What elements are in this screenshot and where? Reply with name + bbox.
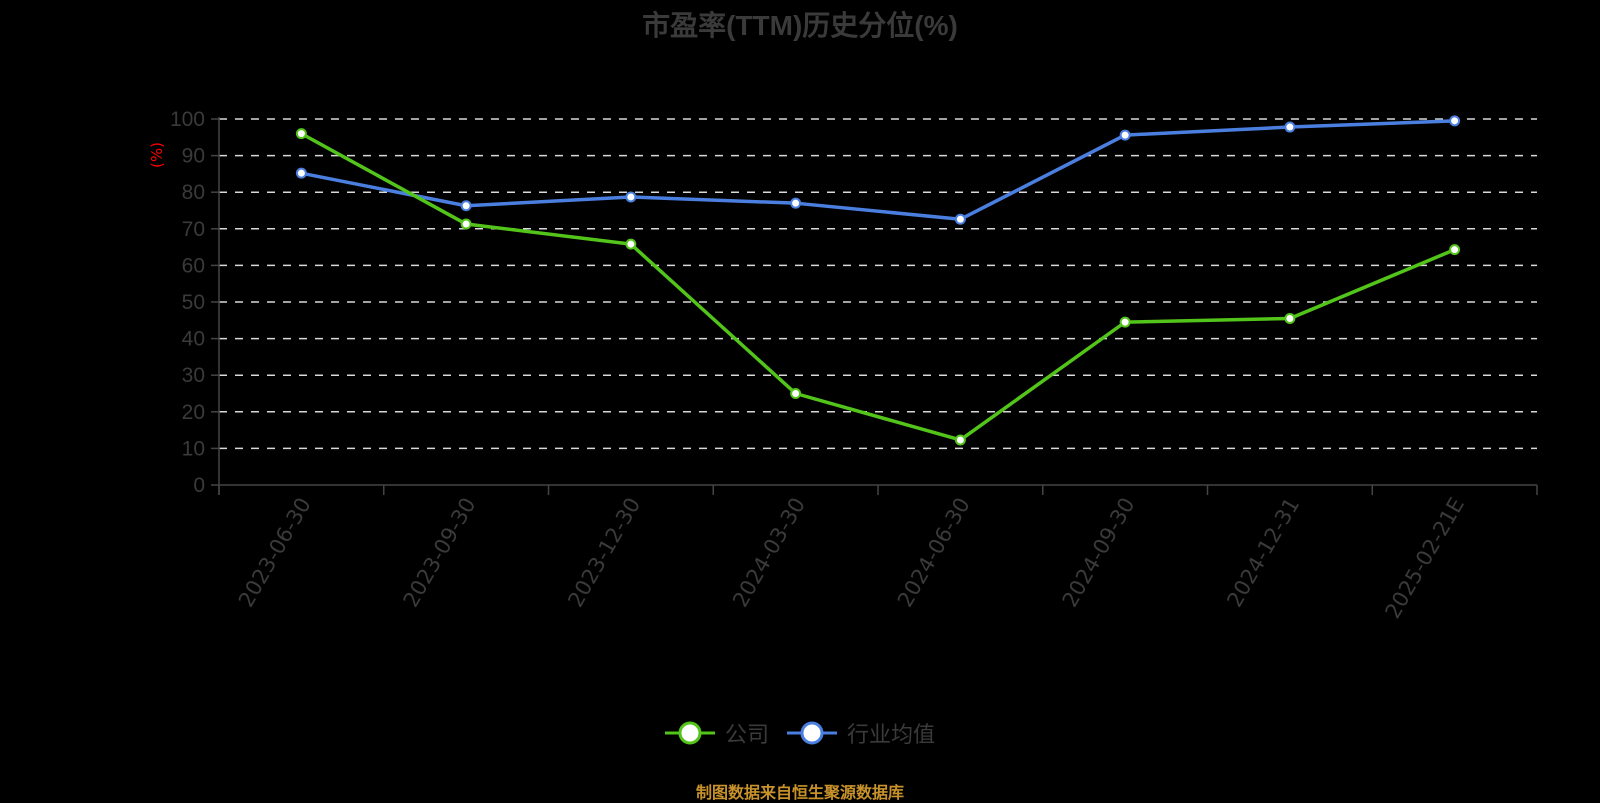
x-tick-label: 2025-02-21E — [1381, 494, 1469, 623]
data-point[interactable] — [625, 238, 637, 250]
grid-lines — [219, 118, 1537, 450]
data-point[interactable] — [295, 128, 307, 140]
legend-industry-icon — [787, 721, 837, 745]
y-tick-label: 60 — [182, 254, 205, 277]
y-axis-label: (%) — [148, 142, 166, 168]
x-axis: 2023-06-30 2023-09-30 2023-12-30 2024-03-30… — [218, 484, 1538, 623]
y-tick-label: 0 — [193, 474, 205, 497]
series-company — [295, 128, 1461, 446]
y-tick-label: 90 — [182, 145, 205, 168]
data-point[interactable] — [1119, 316, 1131, 328]
x-tick-label: 2023-06-30 — [234, 494, 316, 612]
data-point[interactable] — [295, 167, 307, 179]
y-tick-label: 50 — [182, 291, 205, 314]
series-lines — [295, 115, 1461, 446]
x-tick-label: 2024-12-31 — [1222, 494, 1304, 612]
legend-item-company[interactable]: 公司 — [664, 717, 769, 749]
y-tick-label: 20 — [182, 401, 205, 424]
legend: 公司 行业均值 — [0, 717, 1600, 749]
y-tick-label: 10 — [182, 437, 205, 460]
chart-title: 市盈率(TTM)历史分位(%) — [642, 10, 958, 41]
data-point[interactable] — [1284, 312, 1296, 324]
series-industry-avg — [295, 115, 1461, 225]
data-point[interactable] — [1449, 115, 1461, 127]
data-point[interactable] — [460, 218, 472, 230]
y-tick-label: 30 — [182, 364, 205, 387]
data-point[interactable] — [790, 197, 802, 209]
data-point[interactable] — [625, 191, 637, 203]
source-note: 制图数据来自恒生聚源数据库 — [695, 783, 904, 802]
data-point[interactable] — [1449, 244, 1461, 256]
data-point[interactable] — [1284, 121, 1296, 133]
data-point[interactable] — [954, 213, 966, 225]
legend-label: 公司 — [724, 723, 769, 748]
data-point[interactable] — [460, 200, 472, 212]
data-point[interactable] — [1119, 129, 1131, 141]
legend-item-industry-avg[interactable]: 行业均值 — [787, 717, 935, 749]
x-tick-label: 2023-09-30 — [399, 494, 481, 612]
data-point[interactable] — [790, 388, 802, 399]
y-tick-label: 100 — [170, 108, 205, 131]
x-tick-label: 2024-06-30 — [893, 494, 975, 612]
data-point[interactable] — [954, 434, 966, 446]
x-tick-label: 2024-03-30 — [728, 494, 810, 612]
x-tick-label: 2024-09-30 — [1058, 494, 1140, 612]
legend-company-icon — [664, 721, 715, 745]
x-tick-label: 2023-12-30 — [563, 494, 645, 612]
y-tick-label: 70 — [182, 218, 205, 241]
y-tick-label: 80 — [182, 181, 205, 204]
y-tick-label: 40 — [182, 328, 205, 351]
y-axis: 0 10 20 30 40 50 60 70 80 90 100 — [170, 108, 220, 497]
legend-label: 行业均值 — [847, 723, 936, 748]
